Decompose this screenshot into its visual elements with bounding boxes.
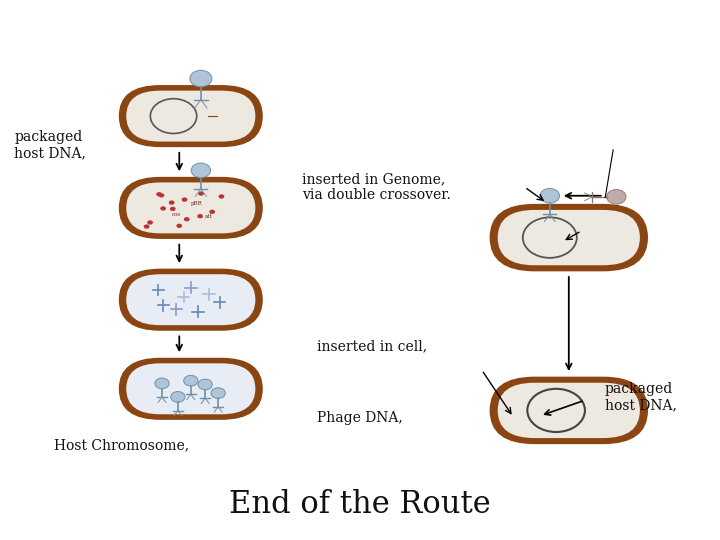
Circle shape xyxy=(158,193,164,198)
FancyBboxPatch shape xyxy=(498,383,640,438)
FancyBboxPatch shape xyxy=(126,183,256,233)
Text: att: att xyxy=(205,213,212,219)
FancyBboxPatch shape xyxy=(498,210,640,265)
FancyBboxPatch shape xyxy=(119,85,263,147)
Circle shape xyxy=(147,220,153,225)
Circle shape xyxy=(184,217,189,221)
Circle shape xyxy=(198,379,212,390)
Circle shape xyxy=(211,388,225,399)
Text: Host Chromosome,: Host Chromosome, xyxy=(54,438,189,453)
Circle shape xyxy=(161,206,166,211)
FancyBboxPatch shape xyxy=(126,274,256,325)
Circle shape xyxy=(155,378,169,389)
Circle shape xyxy=(156,192,162,197)
Circle shape xyxy=(190,70,212,87)
FancyBboxPatch shape xyxy=(126,363,256,414)
Circle shape xyxy=(219,194,225,199)
Text: cos: cos xyxy=(172,212,181,217)
Text: End of the Route: End of the Route xyxy=(229,489,491,521)
FancyBboxPatch shape xyxy=(490,204,648,271)
Circle shape xyxy=(198,191,204,195)
Circle shape xyxy=(192,163,211,178)
Circle shape xyxy=(184,375,198,386)
Text: packaged
host DNA,: packaged host DNA, xyxy=(14,130,86,160)
Circle shape xyxy=(540,188,559,203)
FancyBboxPatch shape xyxy=(119,269,263,330)
Circle shape xyxy=(210,210,215,214)
Circle shape xyxy=(144,225,150,229)
Text: Phage DNA,: Phage DNA, xyxy=(317,411,402,424)
Circle shape xyxy=(168,200,174,205)
Circle shape xyxy=(171,392,185,402)
FancyBboxPatch shape xyxy=(126,91,256,141)
Text: pBR: pBR xyxy=(191,201,202,206)
Circle shape xyxy=(606,190,626,204)
Text: packaged
host DNA,: packaged host DNA, xyxy=(605,382,677,412)
FancyBboxPatch shape xyxy=(119,357,263,420)
Circle shape xyxy=(170,207,176,211)
Circle shape xyxy=(181,198,187,202)
Text: inserted in cell,: inserted in cell, xyxy=(317,339,427,353)
FancyBboxPatch shape xyxy=(119,177,263,239)
Circle shape xyxy=(197,214,203,218)
Circle shape xyxy=(176,224,182,228)
FancyBboxPatch shape xyxy=(490,377,648,444)
Text: inserted in Genome,
via double crossover.: inserted in Genome, via double crossover… xyxy=(302,172,451,202)
